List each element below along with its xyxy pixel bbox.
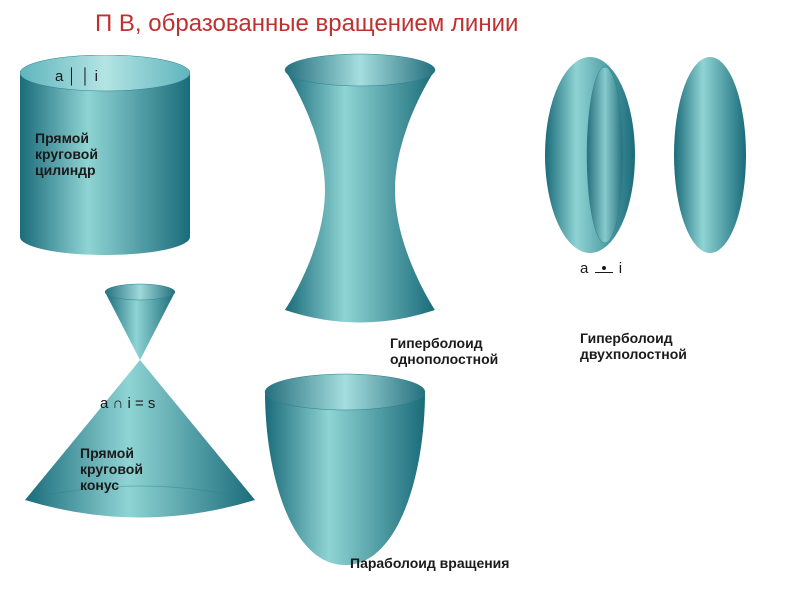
- cylinder-label: Прямой круговой цилиндр: [35, 130, 155, 178]
- page-title: П В, образованные вращением линии: [95, 10, 745, 38]
- h2-notation-a: a: [580, 260, 588, 277]
- paraboloid-label: Параболоид вращения: [350, 555, 600, 571]
- hyperboloid-two-label: Гиперболоид двухполостной: [580, 330, 750, 362]
- h2-notation-i: i: [619, 260, 622, 277]
- hyperboloid-two-shape-left: [540, 55, 640, 255]
- hyperboloid-one-label: Гиперболоид однополостной: [390, 335, 550, 367]
- cone-label: Прямой круговой конус: [80, 445, 180, 493]
- hyperboloid-two-shape-right: [670, 55, 750, 255]
- cylinder-notation: a │ │ i: [55, 68, 98, 85]
- hyperboloid-two-notation: a i: [580, 260, 622, 277]
- paraboloid-shape: [260, 370, 430, 570]
- hyperboloid-one-shape: [280, 50, 440, 330]
- dot-icon: [595, 263, 613, 273]
- cone-notation: a ∩ i = s: [100, 395, 155, 412]
